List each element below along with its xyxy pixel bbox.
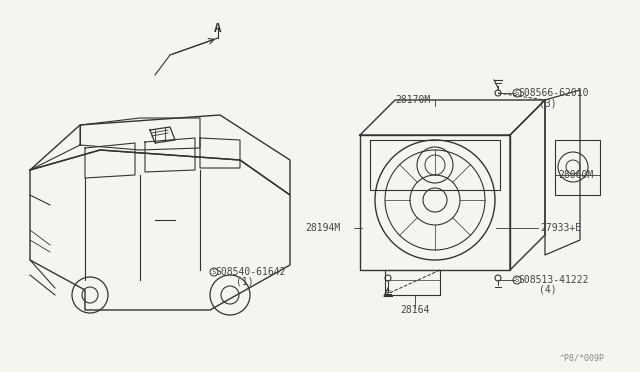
- Text: 28164: 28164: [400, 305, 429, 315]
- Text: 28170M: 28170M: [395, 95, 430, 105]
- Text: S08566-62010: S08566-62010: [518, 88, 589, 98]
- Bar: [555, 140, 600, 195]
- Text: (4): (4): [539, 285, 557, 295]
- Text: 28060M: 28060M: [558, 170, 593, 180]
- Text: S08540-61642: S08540-61642: [215, 267, 285, 277]
- Text: S: S: [212, 269, 216, 275]
- Text: A: A: [214, 22, 221, 35]
- Text: ^P8/*009P: ^P8/*009P: [560, 353, 605, 362]
- Text: S: S: [515, 90, 519, 96]
- Text: (1): (1): [236, 277, 253, 287]
- Text: S08513-41222: S08513-41222: [518, 275, 589, 285]
- Text: (3): (3): [539, 98, 557, 108]
- Text: 28194M: 28194M: [305, 223, 340, 233]
- Text: 27933+E: 27933+E: [540, 223, 581, 233]
- Text: S: S: [515, 277, 519, 283]
